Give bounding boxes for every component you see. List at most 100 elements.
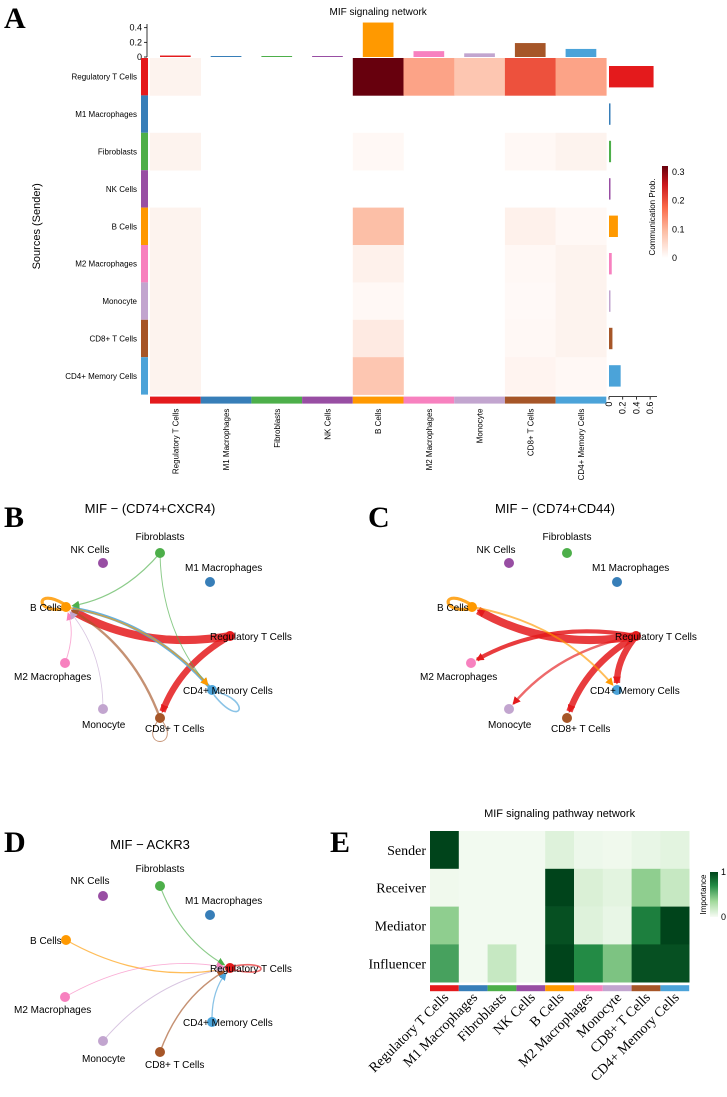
network-c-node-label-cd8plus-t-cells: CD8+ T Cells bbox=[551, 724, 610, 735]
heatmap-e-cell bbox=[545, 831, 575, 870]
heatmap-a-legend-tick-label: 0.1 bbox=[672, 224, 685, 234]
network-d-edge-m2-macrophages-to-regulatory-t-cells bbox=[64, 961, 225, 998]
heatmap-e-cell bbox=[574, 868, 604, 907]
network-b-edge-self-cd8plus-t-cells bbox=[152, 721, 168, 742]
heatmap-e-cell bbox=[574, 906, 604, 945]
heatmap-e-cell bbox=[545, 944, 575, 983]
network-c-edge-regulatory-t-cells-to-monocyte bbox=[512, 634, 637, 705]
network-d-node-label-fibroblasts: Fibroblasts bbox=[136, 864, 185, 875]
network-b-edge-self-cd4plus-memory-cells bbox=[213, 691, 240, 713]
panel-d-network: MIF − ACKR3 NK Cells Fibroblasts M1 Macroph… bbox=[14, 837, 292, 1071]
heatmap-a-cell bbox=[150, 132, 201, 171]
heatmap-e-cell bbox=[631, 831, 661, 870]
network-c-node-label-regulatory-t-cells: Regulatory T Cells bbox=[615, 632, 697, 643]
heatmap-a-col-label: Monocyte bbox=[476, 408, 485, 443]
heatmap-a-col-label: Regulatory T Cells bbox=[171, 409, 180, 475]
network-b-edge-b-cells-to-cd4plus-memory-cells bbox=[65, 606, 209, 686]
network-b-node-label-regulatory-t-cells: Regulatory T Cells bbox=[210, 632, 292, 643]
heatmap-a-col-color-cd4plus-memory-cells bbox=[555, 396, 607, 404]
network-c-node-label-m1-macrophages: M1 Macrophages bbox=[592, 563, 669, 574]
heatmap-e-cell bbox=[516, 944, 546, 983]
heatmap-e-cell bbox=[430, 868, 460, 907]
network-b-node-b-cells bbox=[61, 602, 71, 612]
heatmap-a-right-axis-tick-label: 0.2 bbox=[618, 402, 628, 415]
heatmap-a-right-axis-tick-label: 0.4 bbox=[631, 402, 641, 415]
network-d-node-m1-macrophages bbox=[205, 910, 215, 920]
heatmap-a-top-bar bbox=[312, 56, 343, 57]
heatmap-e-cell bbox=[487, 906, 517, 945]
heatmap-e-cell bbox=[545, 906, 575, 945]
heatmap-a-cell bbox=[555, 132, 607, 171]
heatmap-e-cell bbox=[660, 868, 690, 907]
network-b-node-label-m2-macrophages: M2 Macrophages bbox=[14, 672, 91, 683]
heatmap-e-row-label: Influencer bbox=[368, 957, 426, 972]
heatmap-a-top-bar bbox=[514, 43, 546, 57]
heatmap-a-row-color-cd4plus-memory-cells bbox=[141, 357, 148, 395]
heatmap-a-cell bbox=[555, 207, 607, 246]
panel-b-network: MIF − (CD74+CXCR4) NK Cells Fibroblasts M1 … bbox=[14, 501, 292, 742]
heatmap-e-col-color-m2-macrophages bbox=[574, 985, 603, 992]
heatmap-a-cell bbox=[352, 357, 404, 395]
heatmap-a-top-axis-tick-label: 0.4 bbox=[129, 23, 142, 33]
heatmap-a-row-label: Fibroblasts bbox=[98, 148, 137, 157]
network-c-node-nk-cells bbox=[504, 558, 514, 568]
network-d-edge-monocyte-to-regulatory-t-cells bbox=[102, 966, 225, 1042]
heatmap-e-cell bbox=[516, 831, 546, 870]
heatmap-e-cell bbox=[487, 868, 517, 907]
heatmap-a-top-bar bbox=[464, 53, 495, 57]
heatmap-a-cell bbox=[504, 282, 556, 321]
heatmap-a-top-axis-tick-label: 0 bbox=[137, 52, 142, 62]
network-d-edge-cd4plus-memory-cells-to-regulatory-t-cells bbox=[211, 972, 227, 1023]
heatmap-e-cell bbox=[602, 831, 632, 870]
network-c-node-regulatory-t-cells bbox=[631, 631, 641, 641]
heatmap-e-cell bbox=[430, 906, 460, 945]
network-d-edge-self-regulatory-t-cells bbox=[233, 964, 262, 973]
heatmap-a-top-axis-tick-label: 0.2 bbox=[129, 37, 142, 47]
network-b-edge-self-b-cells bbox=[40, 596, 65, 611]
heatmap-a-row-color-cd8plus-t-cells bbox=[141, 319, 148, 358]
heatmap-a-right-bar bbox=[609, 66, 654, 88]
heatmap-a-cell bbox=[352, 319, 404, 358]
heatmap-a-cell bbox=[504, 207, 556, 246]
heatmap-e-cell bbox=[660, 831, 690, 870]
heatmap-a-title: MIF signaling network bbox=[330, 7, 428, 18]
network-b-edge-fibroblasts-to-cd4plus-memory-cells bbox=[159, 552, 209, 686]
network-b-edge-fibroblasts-to-b-cells bbox=[71, 552, 161, 609]
heatmap-e-cell bbox=[516, 906, 546, 945]
heatmap-a-top-bar bbox=[261, 56, 293, 57]
heatmap-e-cell bbox=[660, 944, 690, 983]
heatmap-a-row-label: NK Cells bbox=[106, 185, 137, 194]
network-c-node-fibroblasts bbox=[562, 548, 572, 558]
heatmap-a-right-bar bbox=[609, 365, 621, 387]
network-d-node-label-monocyte: Monocyte bbox=[82, 1054, 126, 1065]
network-d-title: MIF − ACKR3 bbox=[110, 837, 190, 852]
network-b-node-m1-macrophages bbox=[205, 577, 215, 587]
heatmap-a-cell bbox=[555, 357, 607, 395]
network-d-node-label-cd8plus-t-cells: CD8+ T Cells bbox=[145, 1060, 204, 1071]
network-c-node-m1-macrophages bbox=[612, 577, 622, 587]
panel-label-b: B bbox=[4, 501, 24, 534]
network-d-node-monocyte bbox=[98, 1036, 108, 1046]
network-b-node-fibroblasts bbox=[155, 548, 165, 558]
heatmap-a-row-label: M2 Macrophages bbox=[75, 260, 137, 269]
network-c-node-b-cells bbox=[467, 602, 477, 612]
heatmap-e-col-color-monocyte bbox=[602, 985, 632, 992]
network-d-node-label-regulatory-t-cells: Regulatory T Cells bbox=[210, 964, 292, 975]
heatmap-e-cell bbox=[458, 906, 488, 945]
heatmap-a-cell bbox=[150, 245, 201, 283]
heatmap-e-cell bbox=[458, 944, 488, 983]
heatmap-a-cell bbox=[352, 207, 404, 246]
network-d-node-label-nk-cells: NK Cells bbox=[71, 876, 110, 887]
heatmap-a-right-axis-tick-label: 0.6 bbox=[645, 402, 655, 415]
heatmap-e-cell bbox=[458, 831, 488, 870]
heatmap-a-cell bbox=[555, 282, 607, 321]
network-d-node-cd4plus-memory-cells bbox=[207, 1017, 217, 1027]
heatmap-a-cell bbox=[150, 319, 201, 358]
panel-label-e: E bbox=[330, 826, 350, 859]
heatmap-a-cell bbox=[150, 58, 201, 96]
heatmap-a-cell bbox=[150, 207, 201, 246]
network-d-node-b-cells bbox=[61, 935, 71, 945]
heatmap-e-col-color-b-cells bbox=[545, 985, 574, 992]
network-c-node-cd8plus-t-cells bbox=[562, 713, 572, 723]
